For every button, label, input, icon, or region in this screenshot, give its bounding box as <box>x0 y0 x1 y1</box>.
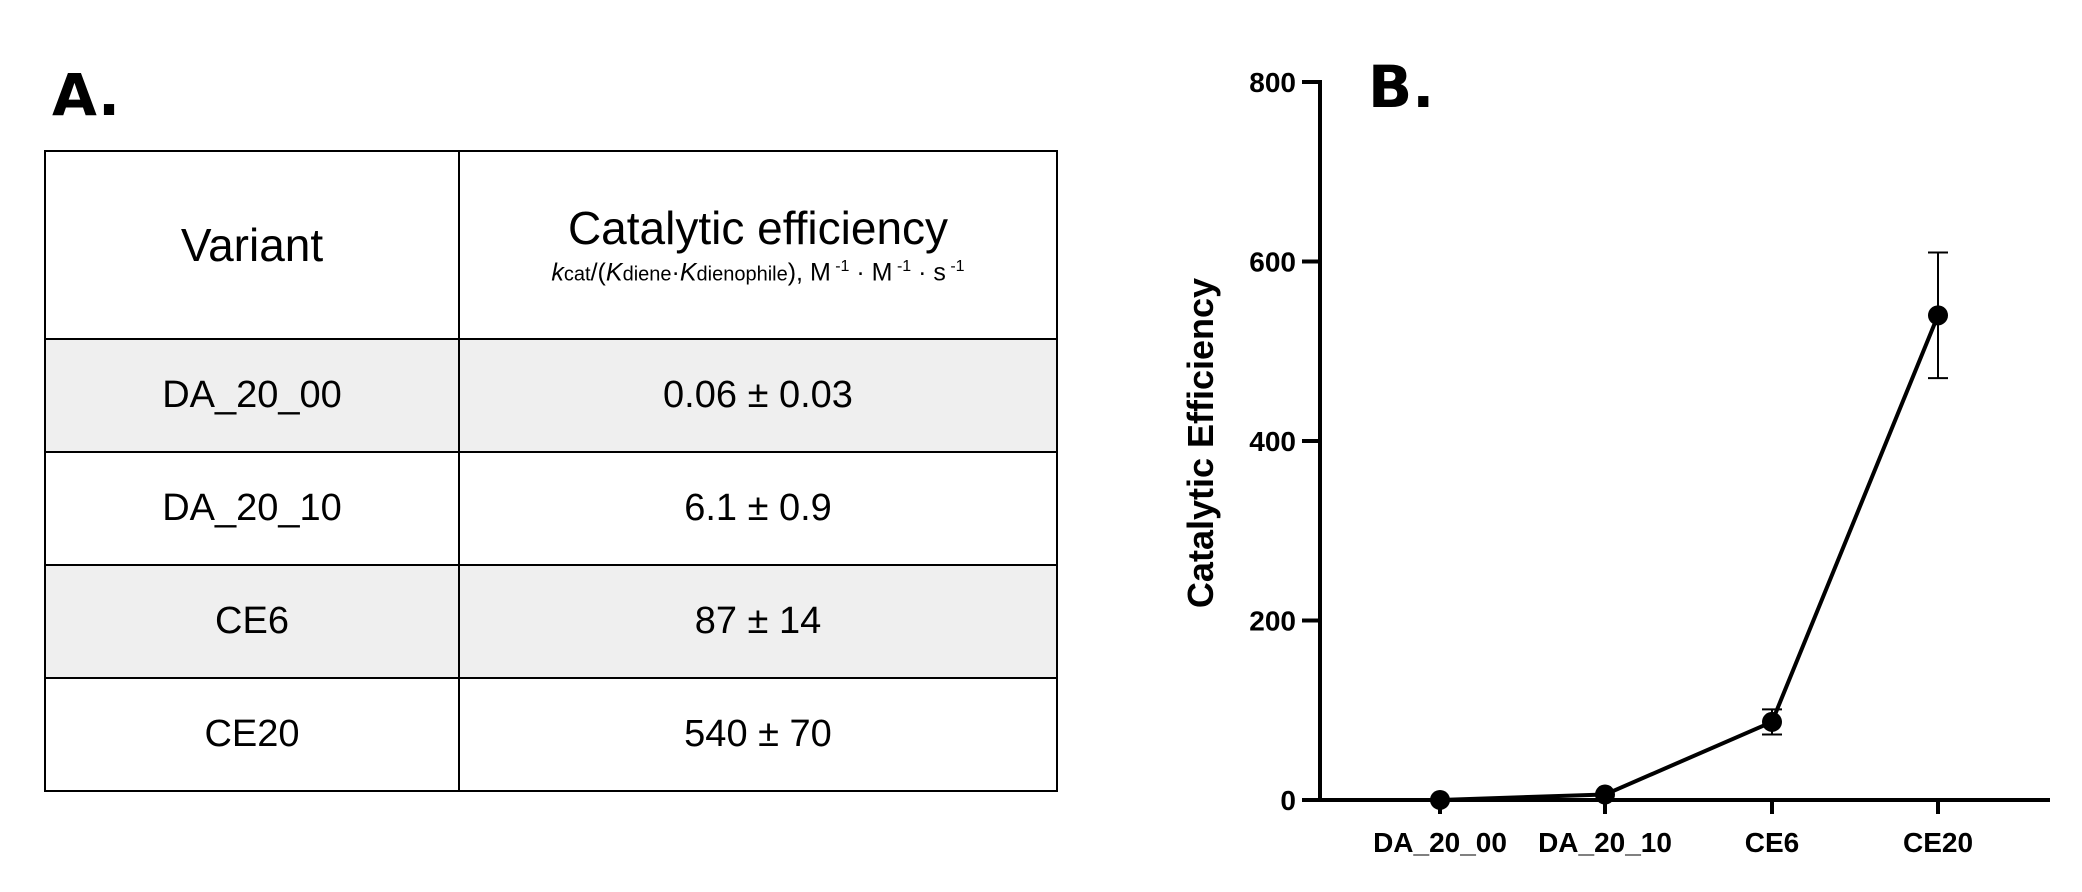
y-tick-label: 600 <box>1249 247 1296 278</box>
header-efficiency-title: Catalytic efficiency <box>567 202 949 255</box>
efficiency-cell: 0.06 ± 0.03 <box>458 338 1058 453</box>
efficiency-cell: 6.1 ± 0.9 <box>458 451 1058 566</box>
header-variant: Variant <box>44 150 460 340</box>
header-efficiency-units: kcat/(Kdiene·Kdienophile), M -1 · M -1 ·… <box>551 257 965 286</box>
series-line <box>1439 314 1940 802</box>
data-point <box>1430 789 1450 810</box>
x-tick-label: CE6 <box>1745 827 1799 858</box>
panel-a-label: A. <box>52 61 120 129</box>
panel-b-label: B. <box>1368 53 1435 121</box>
table-row: CE6 87 ± 14 <box>44 564 1058 679</box>
data-point <box>1928 305 1948 326</box>
x-tick-label: DA_20_10 <box>1538 827 1672 858</box>
variant-cell: CE20 <box>44 677 460 792</box>
variant-cell: DA_20_00 <box>44 338 460 453</box>
variant-cell: DA_20_10 <box>44 451 460 566</box>
y-axis-title: Catalytic Efficiency <box>1180 278 1221 608</box>
efficiency-cell: 87 ± 14 <box>458 564 1058 679</box>
y-tick-label: 800 <box>1249 67 1296 98</box>
data-point <box>1595 784 1615 805</box>
y-tick-label: 0 <box>1280 785 1296 816</box>
x-tick-label: DA_20_00 <box>1373 827 1507 858</box>
table-row: DA_20_10 6.1 ± 0.9 <box>44 451 1058 566</box>
efficiency-cell: 540 ± 70 <box>458 677 1058 792</box>
table-row: DA_20_00 0.06 ± 0.03 <box>44 338 1058 453</box>
data-point <box>1762 711 1782 732</box>
table-row: CE20 540 ± 70 <box>44 677 1058 792</box>
variant-cell: CE6 <box>44 564 460 679</box>
table-header-row: Variant Catalytic efficiency kcat/(Kdien… <box>44 150 1058 340</box>
y-tick-label: 200 <box>1249 606 1296 637</box>
header-efficiency: Catalytic efficiency kcat/(Kdiene·Kdieno… <box>458 150 1058 340</box>
x-tick-label: CE20 <box>1903 827 1973 858</box>
y-tick-label: 400 <box>1249 426 1296 457</box>
efficiency-table: Variant Catalytic efficiency kcat/(Kdien… <box>44 150 1058 792</box>
